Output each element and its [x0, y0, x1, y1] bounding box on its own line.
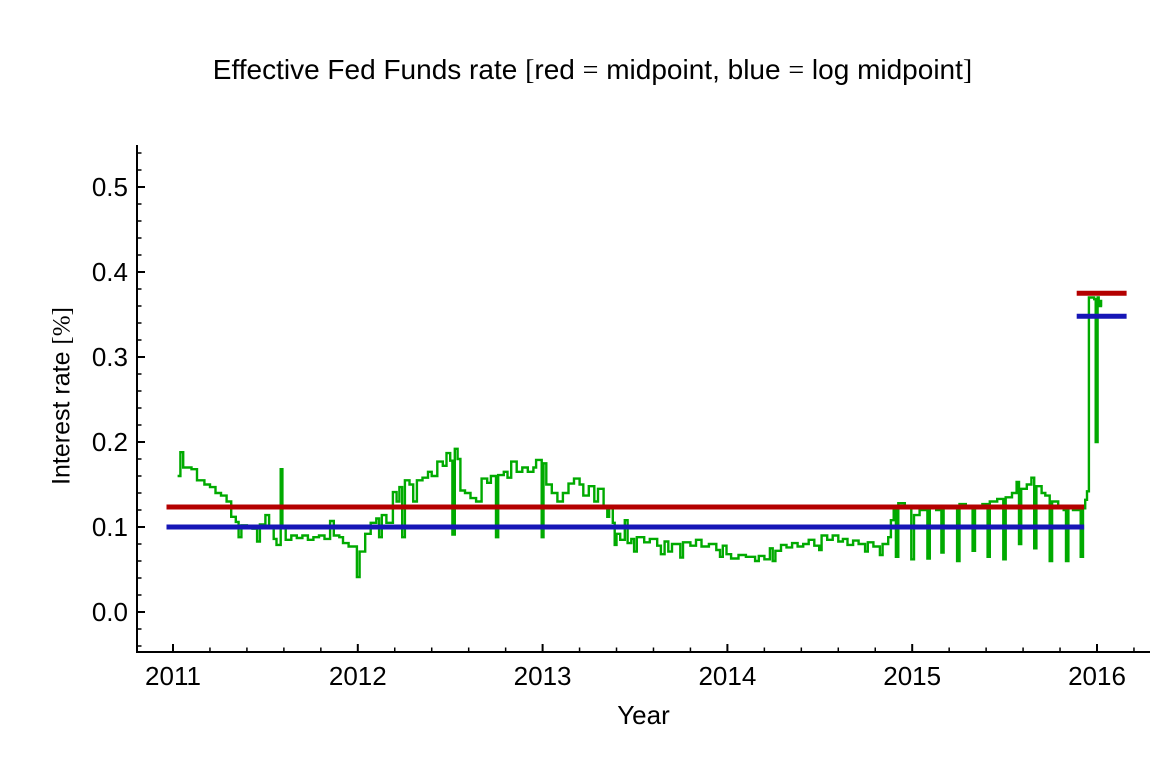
- effective-fed-funds-rate-line: [177, 296, 1103, 579]
- y-tick-label: 0.4: [92, 257, 128, 287]
- x-axis-label: Year: [617, 700, 670, 730]
- x-tick-label: 2014: [698, 661, 756, 691]
- y-tick-label: 0.0: [92, 597, 128, 627]
- x-tick-label: 2016: [1068, 661, 1126, 691]
- x-tick-label: 2013: [514, 661, 572, 691]
- y-tick-label: 0.5: [92, 172, 128, 202]
- y-tick-label: 0.3: [92, 342, 128, 372]
- y-tick-label: 0.2: [92, 427, 128, 457]
- y-tick-label: 0.1: [92, 512, 128, 542]
- x-tick-label: 2011: [145, 661, 201, 691]
- x-tick-label: 2012: [329, 661, 387, 691]
- chart-title: Effective Fed Funds rate [red = midpoint…: [212, 54, 973, 86]
- x-tick-label: 2015: [883, 661, 941, 691]
